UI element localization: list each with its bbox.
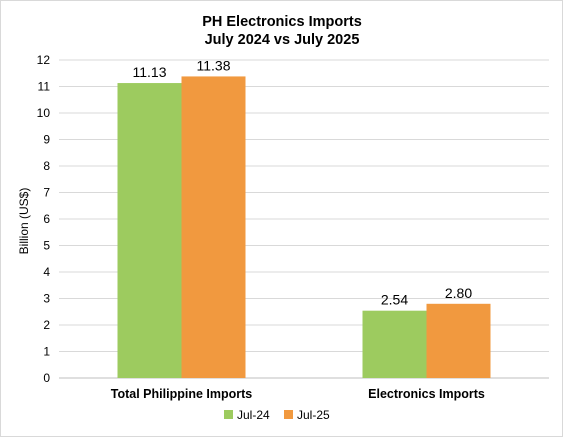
category-label: Total Philippine Imports — [111, 387, 252, 401]
y-tick-label: 11 — [38, 80, 51, 94]
y-axis-title: Billion (US$) — [17, 188, 31, 255]
legend-label: Jul-24 — [237, 408, 270, 422]
legend-swatch — [224, 410, 233, 419]
y-tick-label: 3 — [43, 292, 50, 306]
bar — [426, 303, 491, 378]
y-tick-label: 1 — [43, 345, 50, 359]
y-tick-label: 12 — [37, 53, 51, 67]
y-tick-label: 7 — [43, 186, 50, 200]
y-tick-label: 8 — [43, 159, 50, 173]
bar — [181, 76, 246, 379]
bar — [117, 83, 182, 379]
y-tick-label: 9 — [43, 133, 50, 147]
y-tick-label: 0 — [43, 371, 50, 385]
legend-swatch — [284, 410, 293, 419]
chart-title-line-2: July 2024 vs July 2025 — [205, 32, 360, 48]
data-label: 11.13 — [133, 64, 167, 80]
y-tick-label: 10 — [37, 106, 51, 120]
y-tick-label: 2 — [43, 318, 50, 332]
data-label: 2.80 — [445, 285, 472, 301]
data-label: 2.54 — [381, 292, 408, 308]
data-labels: 11.13 11.38 2.54 2.80 — [133, 57, 473, 307]
y-tick-label: 6 — [43, 212, 50, 226]
legend: Jul-24 Jul-25 — [224, 408, 330, 422]
y-tick-label: 5 — [43, 239, 50, 253]
bar — [362, 310, 427, 378]
category-labels: Total Philippine Imports Electronics Impo… — [111, 387, 485, 401]
data-label: 11.38 — [197, 57, 231, 73]
bars — [117, 76, 491, 379]
y-tick-label: 4 — [43, 265, 50, 279]
category-label: Electronics Imports — [368, 387, 485, 401]
chart-title-line-1: PH Electronics Imports — [202, 14, 362, 30]
legend-label: Jul-25 — [297, 408, 330, 422]
